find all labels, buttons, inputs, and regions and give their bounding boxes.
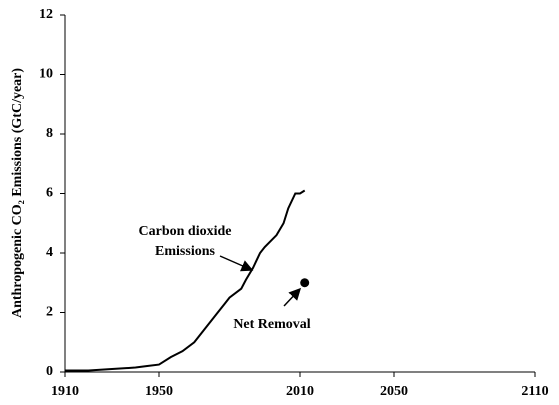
y-tick-label: 0 — [46, 364, 53, 379]
annotation: Emissions — [155, 244, 215, 259]
x-tick-label: 2050 — [380, 384, 408, 399]
arrow — [219, 255, 254, 272]
y-axis-label: Anthropogenic CO₂ Emissions (GtC/year) — [10, 68, 25, 318]
y-tick-label: 12 — [39, 7, 53, 22]
x-tick-label: 1950 — [145, 384, 173, 399]
y-tick-label: 2 — [46, 305, 53, 320]
x-tick-label: 2010 — [286, 384, 314, 399]
arrow — [283, 287, 302, 307]
y-tick-label: 8 — [46, 126, 53, 141]
y-tick-label: 4 — [46, 245, 53, 260]
net-removal-point — [300, 278, 310, 288]
emissions-line — [65, 189, 306, 372]
x-tick-label: 1910 — [51, 384, 79, 399]
annotation: Net Removal — [233, 317, 310, 332]
x-tick-label: 2110 — [521, 384, 548, 399]
y-tick-label: 6 — [46, 186, 53, 201]
annotation: Carbon dioxide — [139, 224, 232, 239]
y-tick-label: 10 — [39, 67, 53, 82]
